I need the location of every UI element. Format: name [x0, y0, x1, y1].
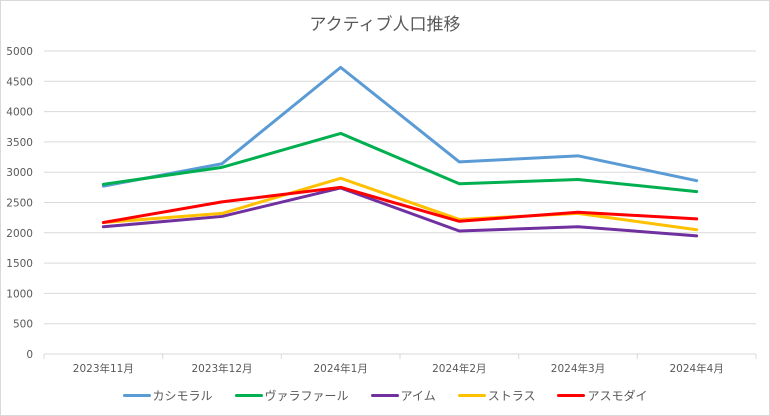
- series-1: [101, 131, 699, 194]
- x-tick-label: 2023年11月: [73, 362, 134, 375]
- legend-swatch: [557, 394, 586, 397]
- series-lines: [101, 65, 699, 238]
- series-line: [101, 186, 699, 238]
- y-tick-label: 2500: [6, 198, 33, 210]
- x-tick-label: 2024年3月: [551, 362, 605, 375]
- legend-item: ストラス: [457, 387, 536, 404]
- legend-label: カシモラル: [152, 389, 213, 403]
- x-tick-label: 2024年2月: [432, 362, 486, 375]
- y-tick-label: 4000: [6, 107, 33, 119]
- legend-item: アイム: [370, 387, 436, 404]
- y-tick-label: 4500: [6, 76, 33, 88]
- legend-item: カシモラル: [122, 387, 213, 404]
- legend: カシモラル ヴァラファール アイム ストラス アスモダイ: [0, 387, 770, 404]
- x-tick-label: 2024年4月: [669, 362, 723, 375]
- x-axis: 2023年11月 2023年12月 2024年1月 2024年2月 2024年3月 202…: [43, 354, 757, 375]
- x-tick-label: 2023年12月: [191, 362, 252, 375]
- y-tick-label: 0: [26, 349, 33, 361]
- x-tick-label: 2024年1月: [313, 362, 367, 375]
- legend-item: アスモダイ: [557, 387, 647, 404]
- series-0: [101, 65, 699, 188]
- legend-swatch: [370, 394, 399, 397]
- series-line: [101, 176, 699, 232]
- series-line: [101, 65, 699, 188]
- y-tick-label: 2000: [6, 228, 33, 240]
- chart-title: アクティブ人口推移: [309, 15, 461, 35]
- y-tick-label: 3000: [6, 167, 33, 179]
- legend-label: ヴァラファール: [264, 389, 349, 403]
- y-axis-ticks: 0 500 1000 1500 2000 2500 3000 3500 4000 4500 5000: [6, 46, 33, 361]
- y-tick-label: 1500: [6, 258, 33, 270]
- legend-swatch: [122, 394, 151, 397]
- y-tick-label: 500: [13, 319, 33, 331]
- legend-label: アイム: [400, 389, 436, 403]
- y-tick-label: 5000: [6, 46, 33, 58]
- series-line: [101, 131, 699, 194]
- legend-swatch: [234, 394, 263, 397]
- y-tick-label: 3500: [6, 137, 33, 149]
- gridlines: [44, 50, 756, 355]
- series-4: [101, 185, 699, 224]
- series-line: [101, 185, 699, 224]
- legend-label: ストラス: [487, 389, 536, 403]
- series-2: [101, 186, 699, 238]
- legend-item: ヴァラファール: [234, 387, 349, 404]
- y-tick-label: 1000: [6, 288, 33, 300]
- legend-label: アスモダイ: [587, 389, 648, 403]
- legend-swatch: [457, 394, 486, 397]
